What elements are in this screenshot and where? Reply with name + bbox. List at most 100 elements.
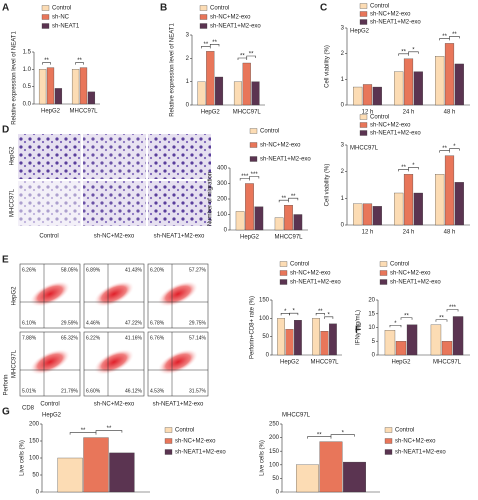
sig-bracket [324, 316, 334, 319]
y-tick-label: 50 [262, 334, 269, 340]
sig-bracket [69, 432, 97, 435]
legend-label: sh-NC+M2-exo [370, 123, 411, 129]
bar [284, 205, 293, 231]
x-tick-label: 48 h [444, 110, 456, 116]
micrograph [148, 181, 211, 226]
quadrant-percent: 6.89% [86, 267, 101, 273]
bar [71, 69, 80, 105]
y-tick-label: 1 [341, 196, 345, 202]
legend-label: Control [210, 6, 229, 12]
sig-label: * [412, 47, 415, 53]
legend-swatch [41, 14, 50, 20]
legend-label: sh-NEAT1+M2-exo [290, 280, 341, 286]
sig-label: ** [452, 32, 457, 38]
legend-swatch [384, 427, 393, 433]
quadrant-percent: 4.46% [86, 320, 101, 326]
y-tick-label: 2 [186, 56, 190, 62]
y-tick-label: 3 [341, 26, 345, 32]
quadrant-percent: 41.43% [125, 267, 143, 273]
legend-label: Control [52, 6, 71, 12]
bar [406, 324, 418, 356]
y-tick-label: 1.5 [23, 50, 32, 56]
legend-label: sh-NEAT1+M2-exo [370, 131, 421, 137]
y-tick-label: 20 [368, 298, 375, 304]
bar [294, 320, 302, 356]
bar [109, 452, 135, 493]
column-label: Control [40, 402, 59, 408]
legend-swatch [164, 438, 173, 444]
column-label: sh-NEAT1+M2-exo [154, 234, 205, 240]
y-tick-label: 50 [32, 473, 39, 479]
density [93, 349, 135, 375]
sig-label: ** [81, 428, 86, 434]
legend-label: sh-NC [52, 15, 70, 21]
legend-label: sh-NC+M2-exo [395, 439, 436, 445]
sig-label: ** [439, 315, 444, 321]
bar [87, 91, 96, 105]
legend-label: sh-NEAT1+M2-exo [395, 450, 446, 456]
y-tick-label: 0 [341, 103, 345, 109]
sig-bracket [408, 167, 419, 170]
bar [214, 76, 224, 106]
legend-label: Control [260, 129, 279, 135]
legend-swatch [359, 3, 368, 9]
legend-swatch [199, 5, 208, 11]
sig-label: ** [317, 432, 322, 438]
bar [206, 51, 215, 106]
bar [430, 324, 442, 356]
sig-label: * [394, 321, 397, 327]
sig-bracket [439, 150, 450, 153]
sig-label: * [284, 309, 287, 315]
bar [441, 341, 453, 356]
bar [413, 192, 423, 226]
y-tick-label: 200 [269, 435, 280, 441]
sig-bracket [307, 436, 332, 439]
x-tick-label: HepG2 [280, 360, 300, 366]
bar [83, 437, 109, 493]
bar [395, 341, 407, 356]
y-tick-label: 0 [372, 353, 376, 359]
quadrant-percent: 58.05% [61, 267, 79, 273]
column-label: sh-NEAT1+M2-exo [153, 402, 204, 408]
legend-swatch [359, 11, 368, 17]
bar [454, 63, 464, 106]
sig-bracket [398, 53, 409, 56]
sig-label: *** [251, 172, 259, 178]
quadrant-percent: 6.22% [86, 335, 101, 341]
bar [277, 318, 285, 356]
sig-bracket [209, 44, 220, 47]
bar [251, 81, 260, 106]
y-tick-label: 200 [29, 422, 40, 428]
bar [372, 206, 382, 226]
legend-label: Control [395, 428, 414, 434]
quadrant-percent: 6.76% [150, 335, 165, 341]
micrograph [83, 181, 146, 226]
y-tick-label: 100 [269, 462, 280, 468]
panel-letter: C [320, 3, 327, 14]
x-tick-label: HepG2 [391, 360, 411, 366]
quadrant-percent: 57.14% [189, 335, 207, 341]
sig-bracket [400, 317, 413, 320]
legend-label: sh-NC+M2-exo [390, 271, 431, 277]
legend-swatch [279, 261, 288, 267]
legend-label: sh-NEAT1+M2-exo [260, 157, 311, 163]
bar [242, 62, 251, 106]
legend-swatch [384, 449, 393, 455]
x-tick-label: 24 h [403, 110, 415, 116]
sig-label: ** [318, 309, 323, 315]
sig-label: ** [249, 52, 254, 58]
quadrant-percent: 41.16% [125, 335, 143, 341]
legend-swatch [249, 156, 258, 162]
chart-title: HepG2 [350, 29, 370, 35]
x-tick-label: HepG2 [41, 109, 61, 115]
density [157, 349, 199, 375]
legend-swatch [359, 114, 368, 120]
bar [343, 461, 366, 493]
bar [274, 217, 284, 231]
x-tick-label: HepG2 [240, 235, 260, 241]
row-label: HepG2 [12, 286, 18, 306]
bar [394, 71, 404, 106]
legend-swatch [384, 438, 393, 444]
y-tick-label: 150 [29, 439, 40, 445]
bar [46, 67, 55, 105]
